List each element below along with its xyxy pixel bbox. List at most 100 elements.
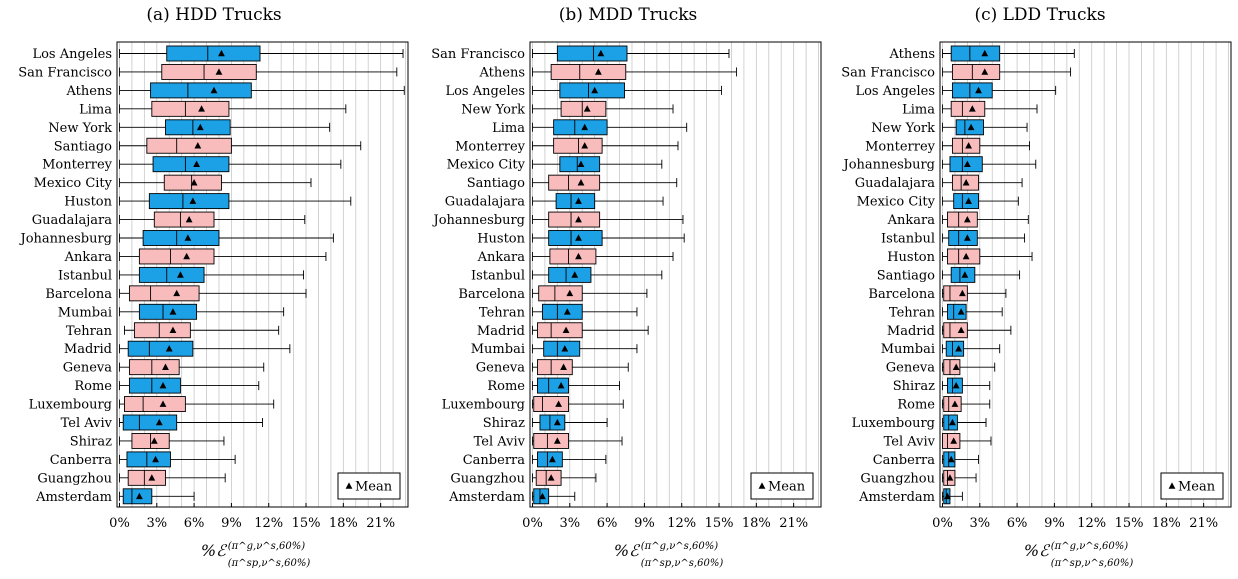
box-item: [119, 82, 405, 99]
box-iqr: [138, 303, 198, 320]
box-item: [532, 156, 663, 173]
category-label: Rome: [487, 379, 525, 394]
category-label: Huston: [477, 232, 525, 247]
chart-title: (a) HDD Trucks: [146, 5, 281, 25]
box-iqr: [533, 396, 570, 412]
box-item: [119, 303, 285, 320]
mean-marker: [962, 252, 970, 260]
box-item: [532, 285, 648, 302]
category-label: Ankara: [64, 250, 113, 265]
mean-marker: [981, 49, 989, 57]
category-label: Istanbul: [58, 268, 112, 283]
box-item: [942, 469, 977, 486]
category-label: Santiago: [467, 176, 525, 191]
box-iqr: [943, 322, 968, 339]
panel-ldd-trucks: (c) LDD Trucks Athens San Francisco Los Ang…: [841, 5, 1232, 569]
mean-marker: [965, 197, 973, 204]
category-label: Monterrey: [42, 158, 113, 173]
mean-marker: [963, 160, 971, 167]
category-label: Guangzhou: [450, 471, 525, 486]
category-label: Madrid: [477, 324, 525, 339]
box-iqr: [553, 119, 608, 136]
box-item: [119, 100, 347, 117]
mean-marker: [152, 455, 159, 463]
box-item: [532, 230, 685, 246]
category-label: Guadalajara: [855, 176, 935, 191]
box-item: [942, 285, 1007, 302]
chart-title: (c) LDD Trucks: [974, 5, 1105, 25]
legend: Mean: [337, 472, 401, 500]
mean-marker: [215, 68, 223, 75]
mean-marker: [548, 455, 556, 463]
box-iqr: [150, 82, 252, 99]
box-item: [532, 322, 649, 339]
mean-marker: [583, 105, 591, 112]
mean-marker: [958, 289, 966, 297]
x-tick-label: 6%: [1007, 516, 1028, 531]
mean-marker: [194, 142, 202, 149]
x-tick-label: 0%: [932, 516, 953, 531]
x-tick-label: 21%: [366, 516, 395, 531]
mean-marker: [210, 86, 218, 94]
mean-marker: [196, 123, 204, 131]
mean-marker: [950, 437, 958, 444]
box-item: [942, 396, 991, 412]
box-iqr: [124, 396, 186, 412]
x-axis-label-main: %ℰ: [1024, 541, 1051, 560]
x-tick-label: 12%: [667, 516, 696, 531]
category-label: Los Angeles: [855, 84, 935, 99]
x-tick-label: 12%: [254, 516, 283, 531]
mean-marker: [135, 492, 143, 500]
box-iqr: [122, 414, 178, 431]
mean-marker: [218, 49, 225, 57]
legend: Mean: [1160, 472, 1224, 500]
category-label: Monterrey: [865, 139, 936, 154]
x-tick-label: 0%: [109, 516, 130, 531]
category-label: San Francisco: [841, 65, 935, 80]
plot-frame: [529, 41, 822, 508]
mean-marker: [981, 68, 989, 75]
mean-marker: [577, 160, 585, 167]
mean-marker: [193, 160, 200, 167]
category-label: Lima: [79, 102, 112, 117]
box-item: [119, 469, 226, 486]
category-label: Tehran: [479, 305, 526, 320]
legend-label: Mean: [1178, 480, 1216, 495]
box-iqr: [537, 451, 563, 468]
box-item: [532, 100, 674, 117]
box-iqr: [537, 377, 570, 394]
mean-marker: [555, 400, 563, 407]
category-label: Tel Aviv: [61, 416, 113, 431]
box-item: [119, 137, 362, 154]
category-label: Istanbul: [471, 268, 525, 283]
box-iqr: [533, 433, 570, 449]
mean-marker: [169, 326, 177, 334]
category-label: Guadalajara: [445, 195, 525, 210]
category-label: Athens: [66, 84, 113, 99]
box-iqr: [950, 100, 986, 117]
category-label: Rome: [74, 379, 112, 394]
mean-marker: [539, 492, 546, 500]
box-item: [532, 82, 722, 99]
box-iqr: [128, 285, 200, 302]
category-label: New York: [461, 102, 525, 117]
category-label: Istanbul: [881, 232, 935, 247]
x-tick-label: 6%: [184, 516, 205, 531]
mean-marker: [563, 308, 571, 315]
legend-mean-marker: [1168, 482, 1176, 489]
box-item: [942, 359, 996, 376]
box-item: [532, 488, 576, 505]
legend-mean-marker: [345, 482, 353, 489]
mean-marker: [963, 234, 971, 241]
box-iqr: [945, 340, 965, 357]
box-iqr: [951, 63, 1001, 80]
box-iqr: [138, 266, 205, 283]
box-iqr: [127, 340, 194, 357]
mean-marker: [562, 326, 570, 334]
box-iqr: [950, 45, 1001, 62]
category-label: Tehran: [66, 324, 113, 339]
x-axis-label: %ℰ (π^g,ν^s,60%) (π^sp,ν^s,60%): [201, 541, 310, 569]
mean-marker: [575, 252, 582, 260]
box-item: [532, 303, 638, 320]
